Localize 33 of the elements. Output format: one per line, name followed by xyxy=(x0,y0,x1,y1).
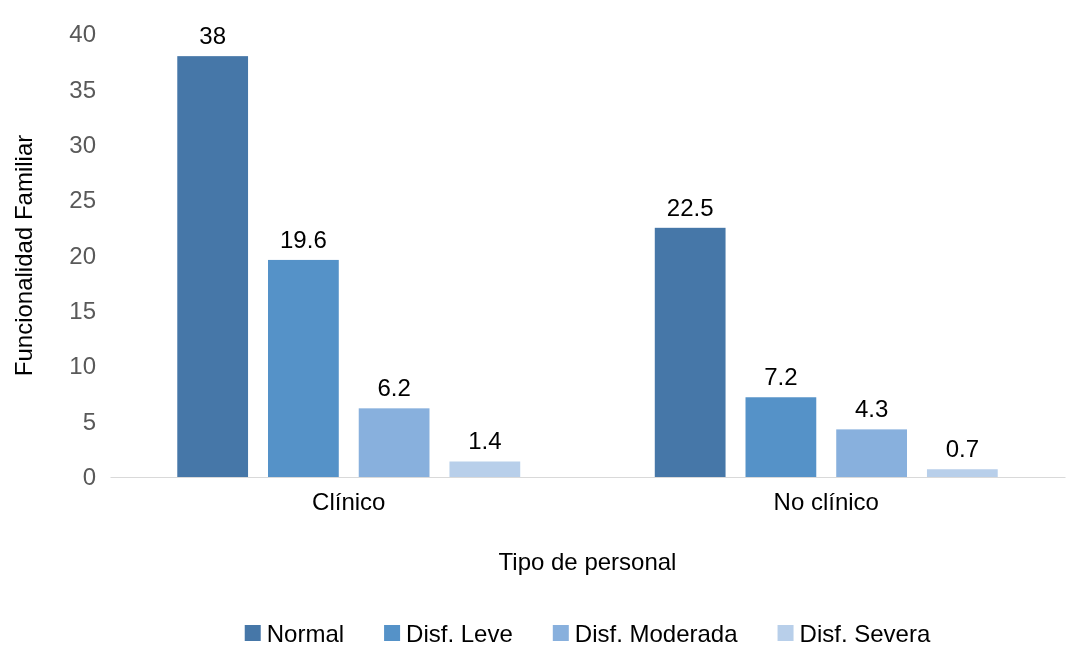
data-label: 19.6 xyxy=(280,225,327,253)
bar xyxy=(268,259,339,477)
bar xyxy=(836,429,907,477)
y-tick-label: 5 xyxy=(82,407,96,435)
bar xyxy=(358,408,430,477)
y-tick-label: 0 xyxy=(82,463,96,491)
y-axis-title: Funcionalidad Familiar xyxy=(10,134,37,377)
legend-label: Disf. Severa xyxy=(799,620,931,647)
x-axis-title: Tipo de personal xyxy=(498,548,677,575)
data-label: 38 xyxy=(199,22,227,50)
y-tick-label: 25 xyxy=(69,186,96,214)
data-label: 7.2 xyxy=(764,363,798,391)
y-tick-label: 10 xyxy=(69,352,96,380)
data-label: 4.3 xyxy=(854,395,889,423)
data-label: 6.2 xyxy=(377,374,411,402)
legend-label: Normal xyxy=(266,620,345,647)
bar xyxy=(177,56,249,477)
bar xyxy=(745,397,817,477)
x-tick-label: Clínico xyxy=(312,488,386,516)
data-label: 1.4 xyxy=(468,427,502,455)
bar xyxy=(449,461,521,477)
y-tick-label: 30 xyxy=(69,130,96,158)
bar xyxy=(654,227,726,477)
x-tick-label: No clínico xyxy=(773,488,879,516)
y-tick-label: 15 xyxy=(69,297,96,325)
y-tick-label: 20 xyxy=(69,241,96,269)
data-label: 22.5 xyxy=(666,193,714,221)
legend-label: Disf. Moderada xyxy=(574,620,739,647)
legend-label: Disf. Leve xyxy=(406,620,513,647)
y-tick-label: 40 xyxy=(69,20,96,48)
data-label: 0.7 xyxy=(945,435,980,463)
y-tick-label: 35 xyxy=(69,75,96,103)
bar xyxy=(926,469,998,477)
